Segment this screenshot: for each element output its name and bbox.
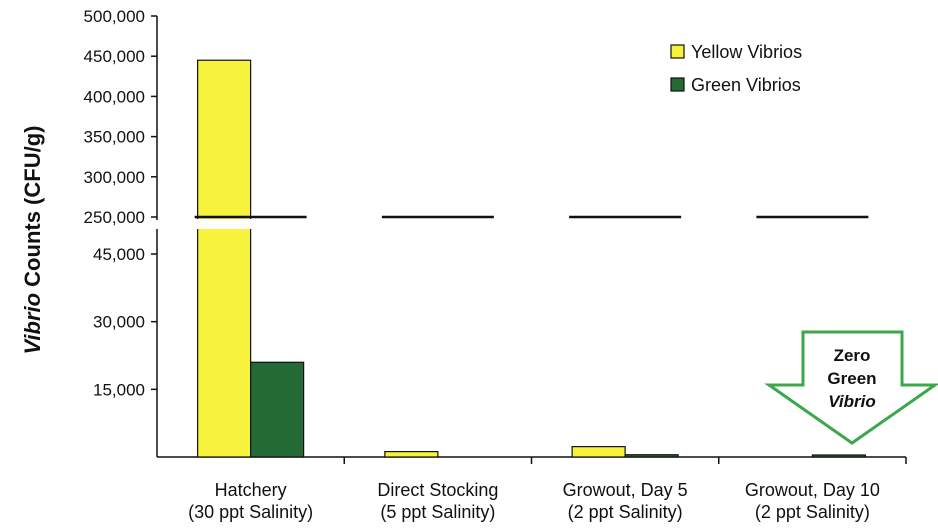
legend-label-yellow: Yellow Vibrios [691,42,802,62]
category-label-line1: Growout, Day 10 [745,480,880,500]
down-arrow-icon [764,330,938,445]
bar-yellow [384,450,439,458]
bar-yellow [197,59,252,458]
bars [197,59,866,458]
bar-green [250,361,305,458]
category-label-line1: Hatchery [215,480,287,500]
category-label-line2: (2 ppt Salinity) [755,502,870,522]
y-tick-label: 500,000 [84,7,145,26]
bar-green [811,454,866,458]
category-label-line1: Direct Stocking [377,480,498,500]
y-ticks: 15,000 30,000 45,000 250,000 300,000 350,000 4… [84,7,157,399]
axis-break [150,220,164,229]
break-lines [194,215,869,229]
legend-label-green: Green Vibrios [691,75,801,95]
category-label-line2: (5 ppt Salinity) [380,502,495,522]
category-label-line2: (30 ppt Salinity) [188,502,313,522]
zero-green-annotation: Zero Green Vibrio [764,330,938,445]
y-tick-label: 450,000 [84,47,145,66]
category-label-line2: (2 ppt Salinity) [568,502,683,522]
y-axis-label: Vibrio Counts (CFU/g) [20,126,45,355]
annotation-line1: Zero [834,346,871,365]
y-axis-label-rest: Counts (CFU/g) [20,126,45,293]
x-ticks [343,457,907,464]
bar-yellow [571,446,626,458]
legend-swatch-yellow [670,44,685,59]
category-label-line1: Growout, Day 5 [563,480,688,500]
legend-swatch-green [670,77,685,92]
y-tick-label: 250,000 [84,208,145,227]
annotation-line2: Green [827,369,876,388]
annotation-line3: Vibrio [828,392,876,411]
y-tick-label: 45,000 [93,245,145,264]
y-tick-label: 350,000 [84,128,145,147]
bar-break-gap [195,219,253,229]
y-tick-label: 30,000 [93,313,145,332]
y-tick-label: 400,000 [84,87,145,106]
y-tick-label: 300,000 [84,168,145,187]
y-axis-label-italic: Vibrio [20,293,45,355]
bar-green [624,454,679,458]
category-labels: Hatchery(30 ppt Salinity) Direct Stocking… [188,480,880,522]
y-tick-label: 15,000 [93,380,145,399]
legend: Yellow Vibrios Green Vibrios [670,42,802,95]
